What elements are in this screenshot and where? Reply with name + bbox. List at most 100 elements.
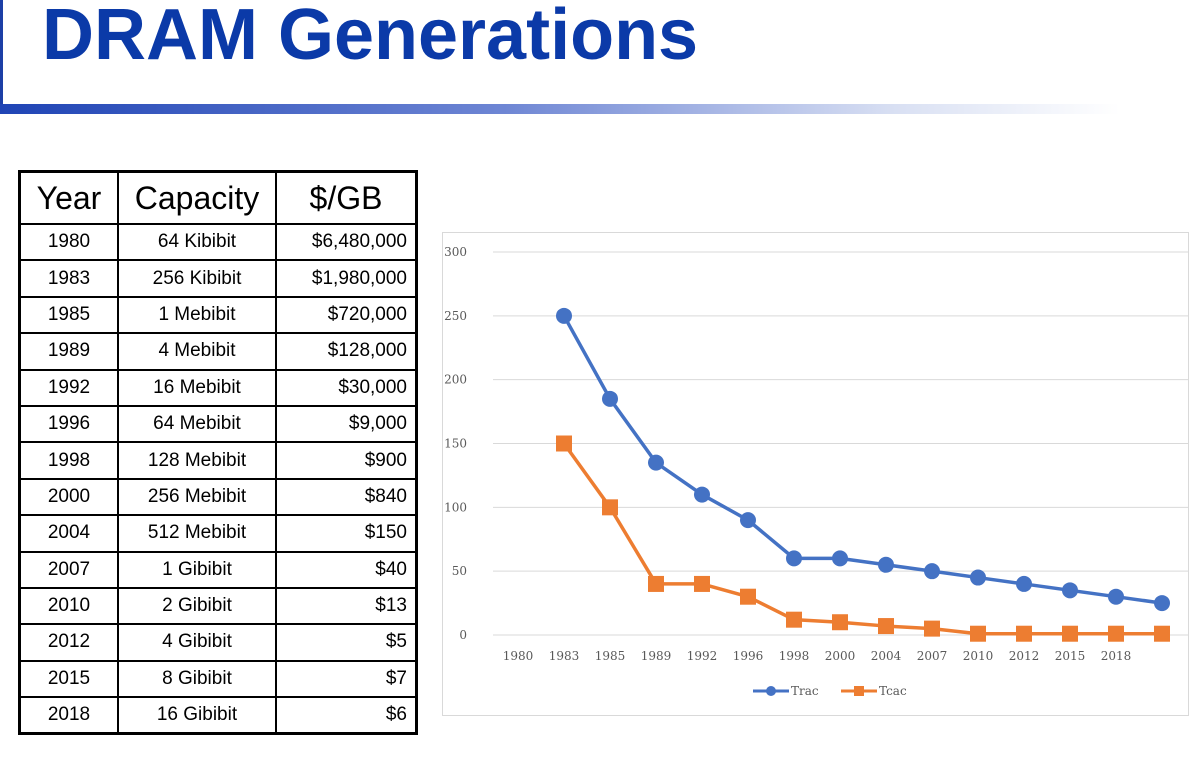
data-point-tcac: [786, 611, 802, 628]
price-cell: $128,000: [275, 332, 418, 371]
data-point-trac: [694, 486, 710, 503]
y-tick-label: 100: [444, 500, 467, 514]
table-row: 2018 16 Gibibit $6: [18, 696, 418, 735]
data-point-tcac: [740, 588, 756, 605]
capacity-cell: 256 Kibibit: [117, 259, 277, 298]
data-point-tcac: [1016, 625, 1032, 642]
data-point-trac: [556, 307, 572, 324]
table-body: 1980 64 Kibibit $6,480,000 1983 256 Kibibit $…: [18, 222, 418, 735]
title-accent-bar: [0, 0, 3, 104]
year-cell: 1989: [18, 332, 119, 371]
y-tick-label: 250: [444, 309, 467, 323]
year-cell: 1996: [18, 404, 119, 444]
data-point-trac: [1154, 595, 1170, 612]
price-cell: $7: [275, 659, 418, 699]
table-row: 2004 512 Mebibit $150: [18, 514, 418, 553]
data-point-trac: [1016, 575, 1032, 592]
data-point-trac: [970, 569, 986, 586]
table-row: 2010 2 Gibibit $13: [18, 586, 418, 626]
y-tick-label: 150: [444, 437, 467, 451]
table-row: 2007 1 Gibibit $40: [18, 550, 418, 589]
data-point-trac: [602, 390, 618, 407]
dram-generations-table: Year Capacity $/GB 1980 64 Kibibit $6,480,…: [18, 170, 418, 736]
x-tick-label: 1980: [503, 649, 534, 663]
year-cell: 2000: [18, 477, 119, 517]
latency-chart: 0 50 100 150 200 250 300 1980 1983 1985 1989 1992 19…: [442, 232, 1189, 716]
header-price-per-gb: $/GB: [275, 170, 418, 225]
header-capacity: Capacity: [117, 170, 277, 225]
x-tick-label: 2018: [1101, 649, 1132, 663]
data-point-tcac: [1062, 625, 1078, 642]
table-row: 1998 128 Mebibit $900: [18, 441, 418, 480]
x-tick-label: 1996: [733, 649, 764, 663]
year-cell: 1992: [18, 368, 119, 407]
x-tick-label: 2012: [1009, 649, 1040, 663]
x-tick-label: 1992: [687, 649, 718, 663]
data-point-trac: [1108, 588, 1124, 605]
data-point-tcac: [602, 499, 618, 516]
table-row: 2015 8 Gibibit $7: [18, 659, 418, 699]
price-cell: $30,000: [275, 368, 418, 407]
price-cell: $900: [275, 441, 418, 480]
y-tick-label: 200: [444, 373, 467, 387]
data-point-tcac: [878, 618, 894, 635]
capacity-cell: 256 Mebibit: [117, 477, 277, 517]
data-point-trac: [832, 550, 848, 567]
y-tick-label: 0: [459, 628, 467, 642]
x-tick-label: 2004: [871, 649, 902, 663]
year-cell: 1980: [18, 222, 119, 262]
capacity-cell: 16 Mebibit: [117, 368, 277, 407]
data-point-tcac: [694, 575, 710, 592]
table-row: 1996 64 Mebibit $9,000: [18, 404, 418, 444]
data-point-tcac: [924, 620, 940, 637]
legend-label-tcac: Tcac: [879, 684, 907, 698]
price-cell: $720,000: [275, 295, 418, 335]
price-cell: $9,000: [275, 404, 418, 444]
data-point-trac: [878, 556, 894, 573]
capacity-cell: 1 Mebibit: [117, 295, 277, 335]
x-tick-label: 1985: [595, 649, 626, 663]
data-point-tcac: [832, 614, 848, 631]
capacity-cell: 4 Gibibit: [117, 623, 277, 662]
table-row: 1992 16 Mebibit $30,000: [18, 368, 418, 407]
data-point-tcac: [970, 625, 986, 642]
table-row: 2000 256 Mebibit $840: [18, 477, 418, 517]
capacity-cell: 64 Kibibit: [117, 222, 277, 262]
price-cell: $5: [275, 623, 418, 662]
data-point-tcac: [1108, 625, 1124, 642]
x-tick-label: 1998: [779, 649, 810, 663]
price-cell: $6,480,000: [275, 222, 418, 262]
series-line-tcac: [562, 442, 1162, 636]
x-tick-label: 2007: [917, 649, 948, 663]
year-cell: 2004: [18, 514, 119, 553]
data-point-trac: [648, 454, 664, 471]
year-cell: 2012: [18, 623, 119, 662]
data-point-trac: [786, 550, 802, 567]
capacity-cell: 1 Gibibit: [117, 550, 277, 589]
legend-label-trac: Trac: [791, 684, 819, 698]
x-tick-label: 2000: [825, 649, 856, 663]
table-row: 2012 4 Gibibit $5: [18, 623, 418, 662]
price-cell: $1,980,000: [275, 259, 418, 298]
dram-table-container: Year Capacity $/GB 1980 64 Kibibit $6,480,…: [18, 170, 418, 736]
table-row: 1985 1 Mebibit $720,000: [18, 295, 418, 335]
legend-marker-tcac: [854, 686, 864, 696]
x-tick-label: 2010: [963, 649, 994, 663]
price-cell: $13: [275, 586, 418, 626]
data-point-tcac: [648, 575, 664, 592]
capacity-cell: 128 Mebibit: [117, 441, 277, 480]
data-point-trac: [924, 563, 940, 580]
page-title: DRAM Generations: [42, 0, 699, 75]
data-point-tcac: [556, 435, 572, 452]
price-cell: $6: [275, 696, 418, 735]
capacity-cell: 2 Gibibit: [117, 586, 277, 626]
year-cell: 1985: [18, 295, 119, 335]
legend-marker-trac: [766, 686, 776, 696]
x-tick-label: 1983: [549, 649, 580, 663]
data-point-trac: [1062, 582, 1078, 599]
year-cell: 1998: [18, 441, 119, 480]
year-cell: 2007: [18, 550, 119, 589]
year-cell: 2018: [18, 696, 119, 735]
price-cell: $150: [275, 514, 418, 553]
x-tick-label: 2015: [1055, 649, 1086, 663]
